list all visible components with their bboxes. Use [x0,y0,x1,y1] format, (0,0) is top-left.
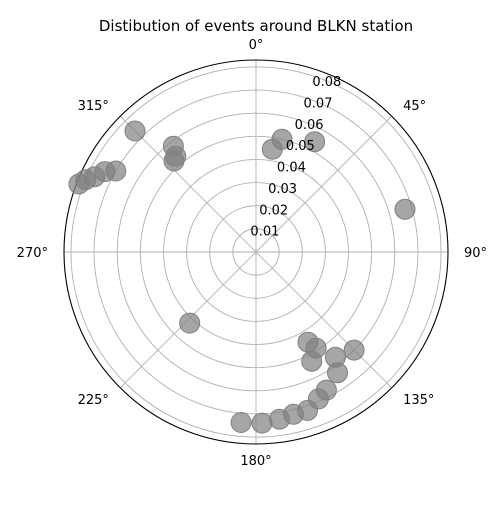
data-point-26 [231,413,251,433]
data-point-16 [302,351,322,371]
theta-tick-label-3: 135° [403,393,434,408]
r-tick-label-7: 0.08 [312,75,341,90]
data-point-25 [252,413,272,433]
grid-layer [64,60,448,444]
r-tick-label-6: 0.07 [304,96,333,111]
points-layer [69,121,415,433]
theta-tick-label-7: 315° [78,99,109,114]
r-tick-label-2: 0.03 [268,182,297,197]
theta-tick-label-5: 225° [78,393,109,408]
r-tick-label-3: 0.04 [277,161,306,176]
chart-title: Distibution of events around BLKN statio… [99,17,413,35]
data-point-6 [164,151,184,171]
theta-tick-label-6: 270° [17,246,48,261]
r-tick-label-1: 0.02 [259,203,288,218]
data-point-3 [395,199,415,219]
r-tick-label-5: 0.06 [295,118,324,133]
data-point-18 [344,340,364,360]
data-point-1 [262,139,282,159]
labels-layer: 0.01 0.02 0.03 0.04 0.05 0.06 0.07 0.08 0° 45° 90°… [17,38,487,469]
theta-gridline-3 [256,252,392,388]
data-point-24 [270,409,290,429]
data-point-13 [180,313,200,333]
theta-tick-label-1: 45° [403,99,426,114]
r-tick-label-0: 0.01 [250,225,279,240]
theta-tick-label-2: 90° [464,246,487,261]
data-point-7 [125,121,145,141]
data-point-19 [328,363,348,383]
theta-tick-label-0: 0° [249,38,264,53]
theta-tick-label-4: 180° [240,454,271,469]
data-point-12 [69,174,89,194]
r-tick-label-4: 0.05 [286,139,315,154]
